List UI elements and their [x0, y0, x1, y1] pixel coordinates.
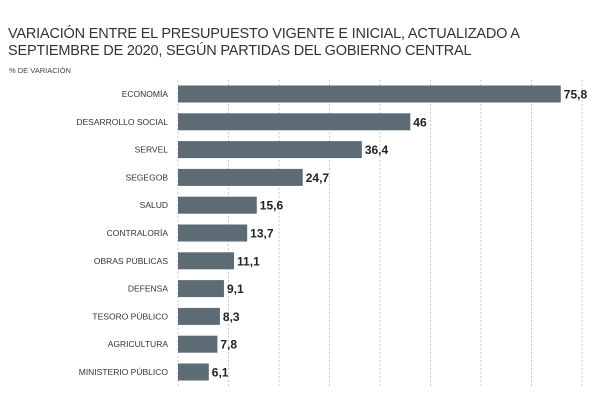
bar: [178, 280, 224, 298]
category-label: MINISTERIO PÚBLICO: [79, 367, 169, 377]
category-label: SALUD: [140, 200, 168, 210]
bar: [178, 113, 411, 131]
chart-title: VARIACIÓN ENTRE EL PRESUPUESTO VIGENTE E…: [8, 26, 519, 59]
category-label: DEFENSA: [128, 284, 168, 294]
bar: [178, 335, 218, 353]
category-label: SEGEGOB: [125, 172, 168, 182]
value-label: 7,8: [220, 338, 237, 352]
category-label: AGRICULTURA: [108, 339, 169, 349]
bar: [178, 85, 561, 103]
category-label: SERVEL: [135, 145, 169, 155]
value-label: 46: [413, 115, 427, 129]
bar: [178, 196, 257, 214]
y-axis-label: % DE VARIACIÓN: [9, 66, 71, 75]
value-label: 36,4: [365, 143, 389, 157]
bar: [178, 141, 362, 159]
value-label: 75,8: [564, 88, 588, 102]
value-label: 15,6: [260, 199, 284, 213]
bar: [178, 363, 209, 381]
value-label: 13,7: [250, 227, 274, 241]
category-label: TESORO PÚBLICO: [92, 311, 168, 321]
bar: [178, 168, 303, 186]
bar: [178, 224, 248, 242]
category-label: DESARROLLO SOCIAL: [76, 117, 168, 127]
bar: [178, 252, 235, 270]
bar: [178, 307, 220, 325]
value-label: 11,1: [237, 254, 260, 268]
category-label: CONTRALORÍA: [107, 228, 169, 238]
category-label: ECONOMÍA: [122, 89, 169, 99]
value-label: 9,1: [227, 282, 244, 296]
value-label: 8,3: [223, 310, 240, 324]
value-label: 6,1: [212, 366, 229, 380]
value-label: 24,7: [306, 171, 330, 185]
category-label: OBRAS PÚBLICAS: [94, 256, 168, 266]
